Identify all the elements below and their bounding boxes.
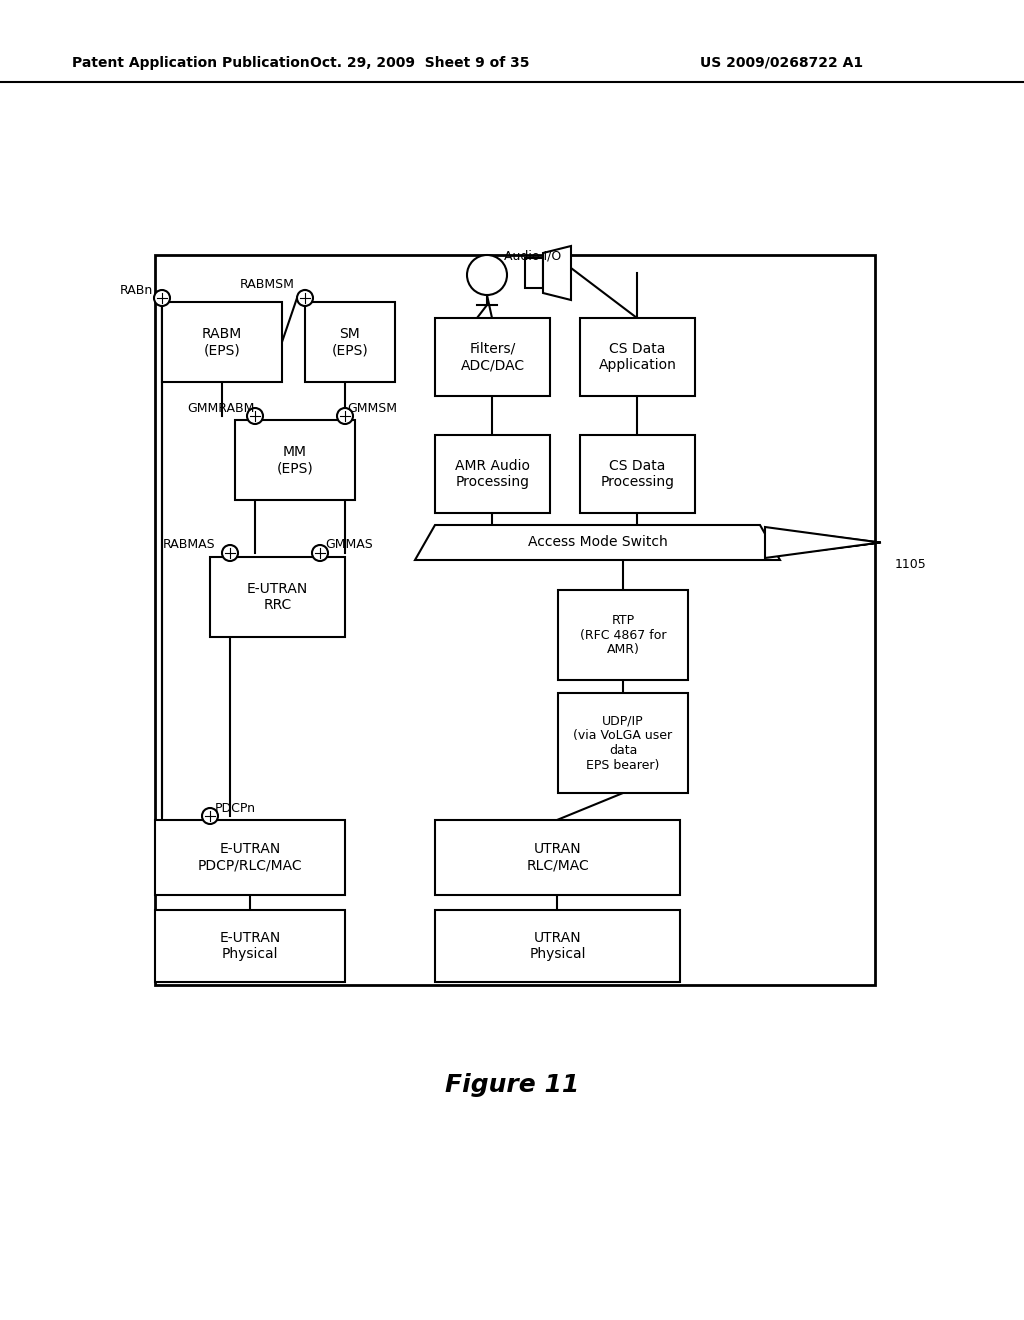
Circle shape [222,545,238,561]
Text: MM
(EPS): MM (EPS) [276,445,313,475]
Bar [435,436,550,513]
Text: Audio I/O: Audio I/O [505,249,561,263]
Text: RABM
(EPS): RABM (EPS) [202,327,242,358]
Text: CS Data
Application: CS Data Application [599,342,677,372]
Bar [155,909,345,982]
Circle shape [154,290,170,306]
Circle shape [467,255,507,294]
Bar [580,436,695,513]
Text: RABn: RABn [120,284,154,297]
Text: E-UTRAN
PDCP/RLC/MAC: E-UTRAN PDCP/RLC/MAC [198,842,302,873]
Text: E-UTRAN
RRC: E-UTRAN RRC [247,582,308,612]
Text: RABMAS: RABMAS [163,539,216,552]
Text: GMMRABM: GMMRABM [187,401,254,414]
Polygon shape [765,527,880,558]
Circle shape [247,408,263,424]
Text: RTP
(RFC 4867 for
AMR): RTP (RFC 4867 for AMR) [580,614,667,656]
Bar [210,557,345,638]
Text: UTRAN
Physical: UTRAN Physical [529,931,586,961]
Bar [525,257,543,288]
Text: RABMSM: RABMSM [240,279,295,292]
Text: Figure 11: Figure 11 [444,1073,580,1097]
Text: Filters/
ADC/DAC: Filters/ ADC/DAC [461,342,524,372]
Text: SM
(EPS): SM (EPS) [332,327,369,358]
Text: AMR Audio
Processing: AMR Audio Processing [455,459,530,490]
Bar [580,318,695,396]
Circle shape [202,808,218,824]
Text: CS Data
Processing: CS Data Processing [600,459,675,490]
Polygon shape [543,246,571,300]
Text: Patent Application Publication: Patent Application Publication [72,55,309,70]
Circle shape [337,408,353,424]
Text: US 2009/0268722 A1: US 2009/0268722 A1 [700,55,863,70]
Polygon shape [415,525,780,560]
Bar [155,255,874,985]
Bar [234,420,355,500]
Text: 1105: 1105 [895,558,927,572]
Text: UTRAN
RLC/MAC: UTRAN RLC/MAC [526,842,589,873]
Text: Access Mode Switch: Access Mode Switch [527,536,668,549]
Bar [162,302,282,381]
Text: GMMSM: GMMSM [347,401,397,414]
Bar [155,820,345,895]
Text: PDCPn: PDCPn [215,801,256,814]
Bar [435,318,550,396]
Bar [305,302,395,381]
Text: GMMAS: GMMAS [325,539,373,552]
Bar [435,820,680,895]
Text: UDP/IP
(via VoLGA user
data
EPS bearer): UDP/IP (via VoLGA user data EPS bearer) [573,714,673,772]
Circle shape [297,290,313,306]
Bar [558,693,688,793]
Text: E-UTRAN
Physical: E-UTRAN Physical [219,931,281,961]
Circle shape [312,545,328,561]
Bar [435,909,680,982]
Bar [558,590,688,680]
Text: Oct. 29, 2009  Sheet 9 of 35: Oct. 29, 2009 Sheet 9 of 35 [310,55,529,70]
